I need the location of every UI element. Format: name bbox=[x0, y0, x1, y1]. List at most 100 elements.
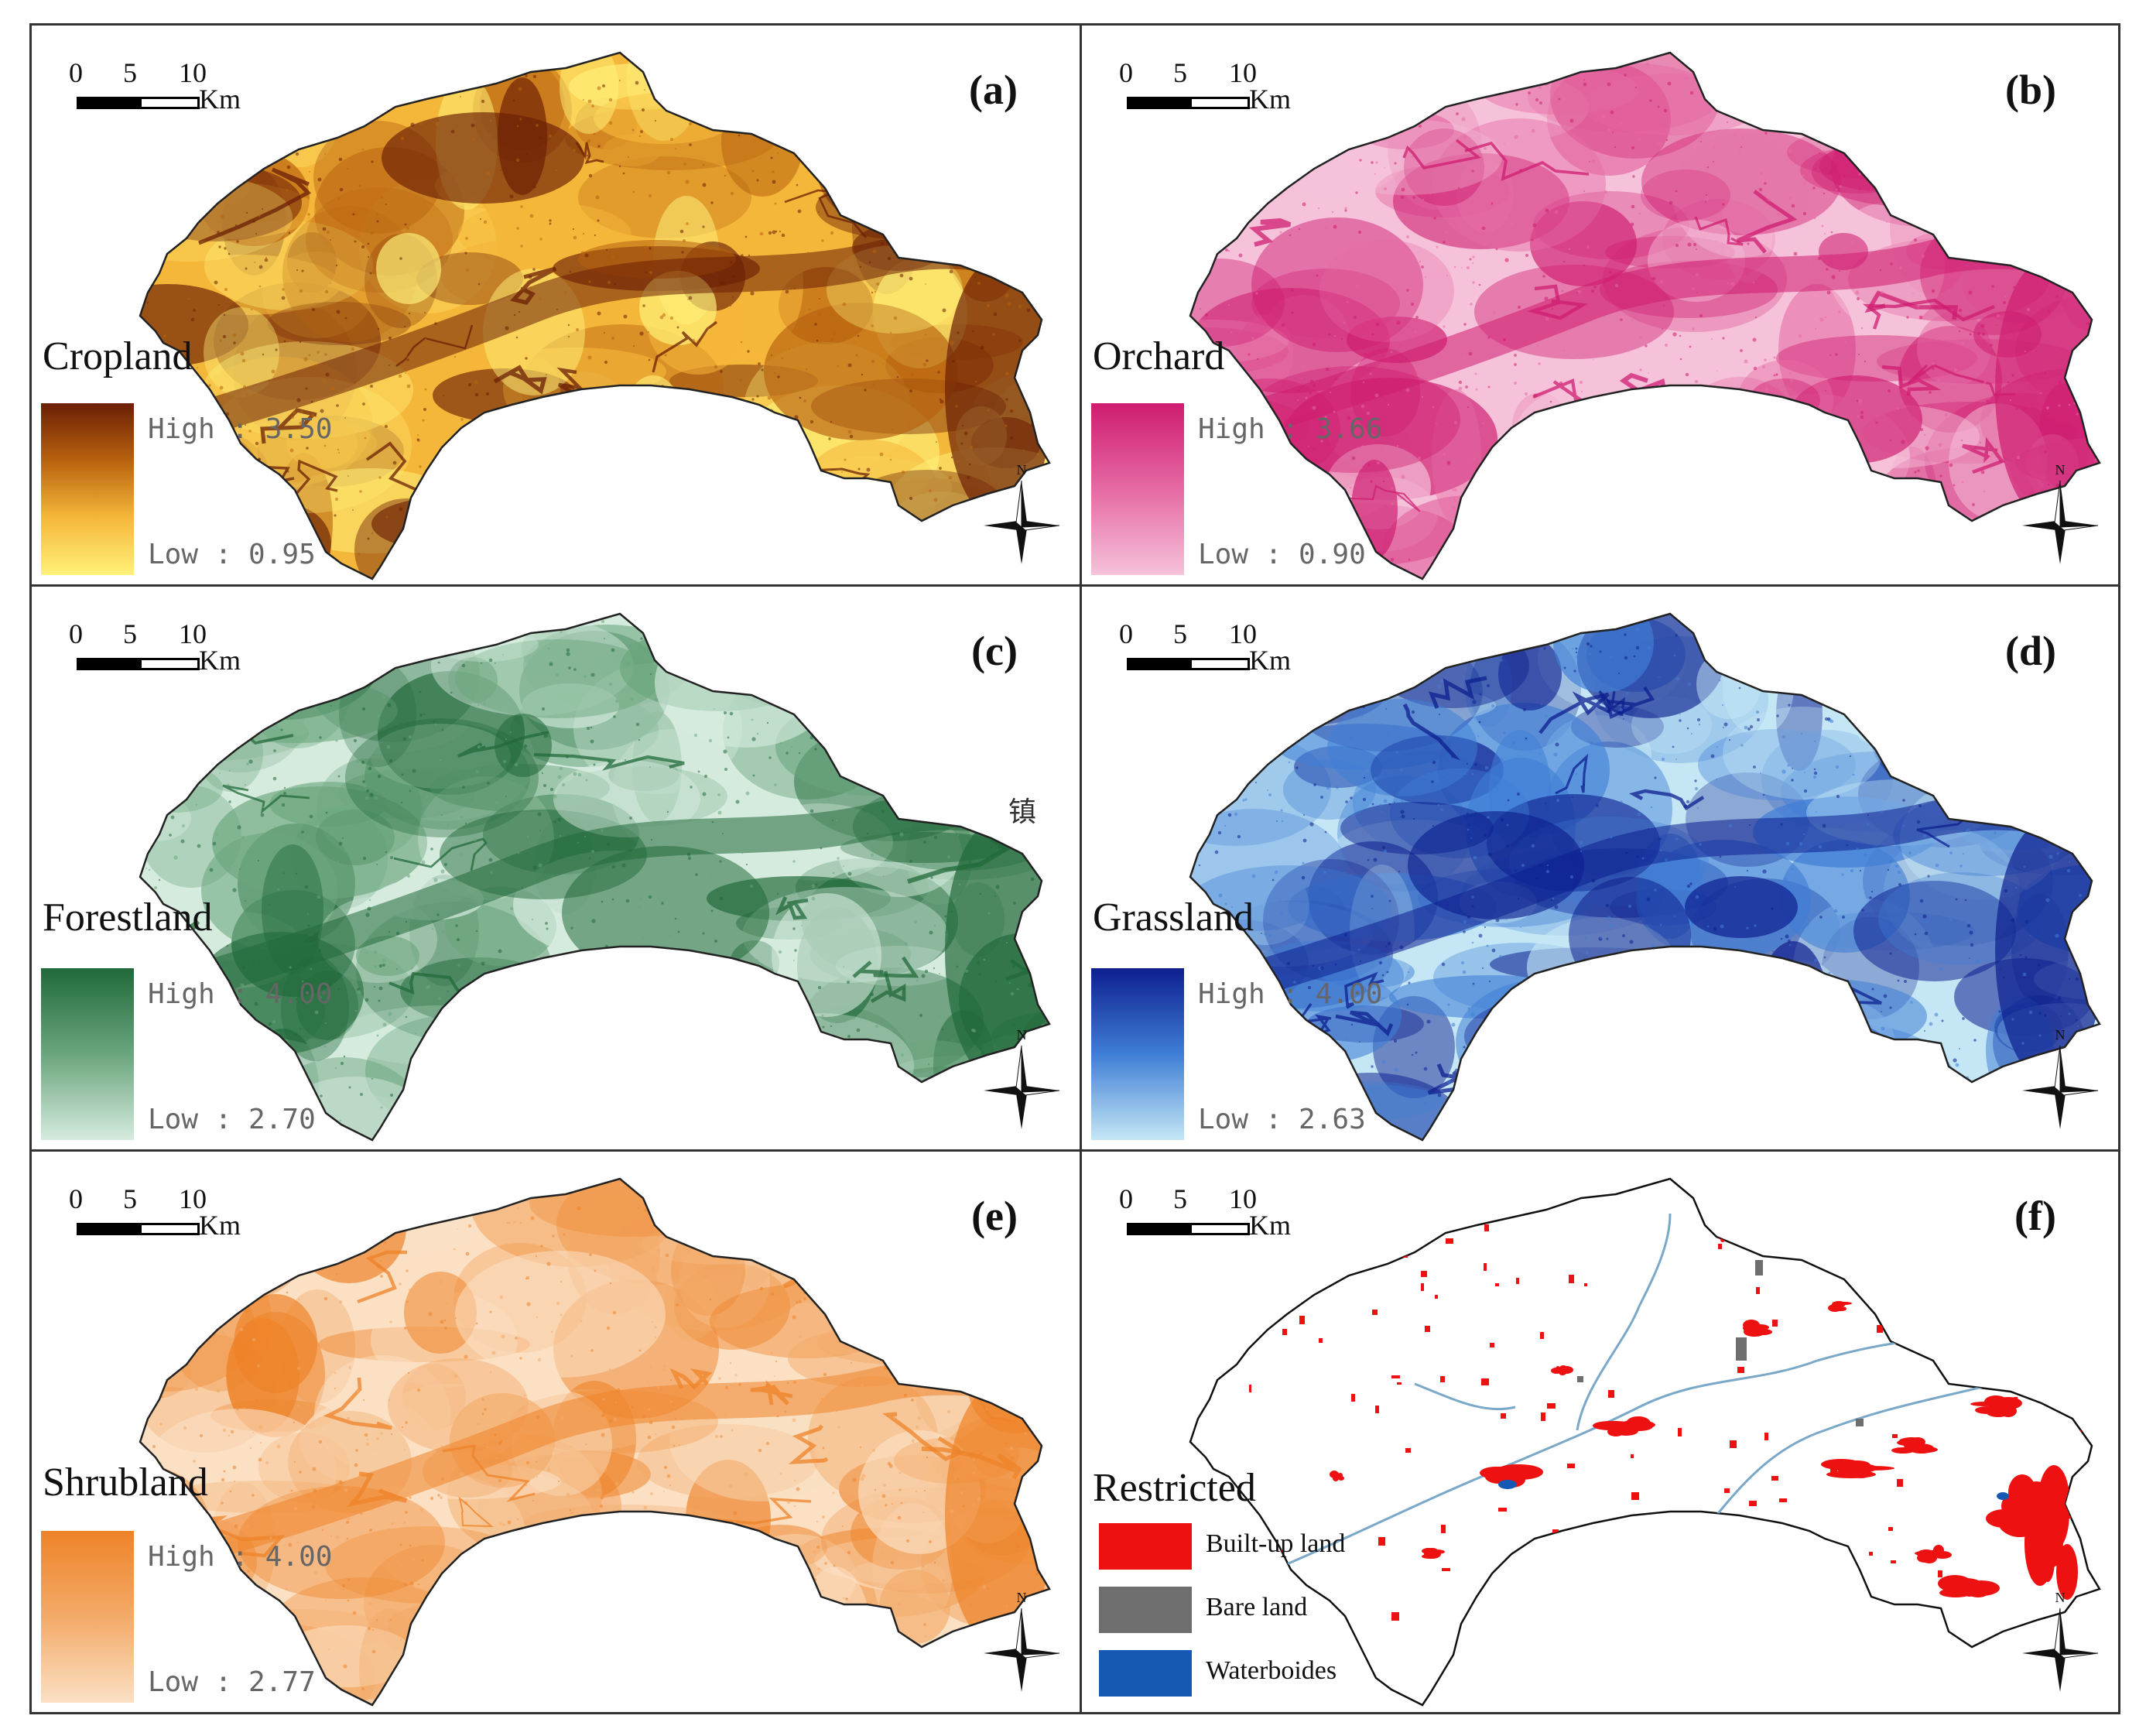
legend-color-ramp bbox=[41, 403, 134, 575]
scale-unit: Km bbox=[1249, 84, 1291, 115]
study-area-map bbox=[1189, 1177, 2101, 1707]
legend-title: Forestland bbox=[43, 895, 213, 940]
legend-title: Shrubland bbox=[43, 1460, 208, 1505]
legend-title: Restricted bbox=[1093, 1466, 1256, 1510]
north-arrow-icon: N bbox=[979, 461, 1064, 569]
study-area-map bbox=[139, 1177, 1051, 1707]
legend-high-label: High : 4.00 bbox=[1198, 978, 1383, 1010]
legend-item-label: Waterboides bbox=[1206, 1656, 1337, 1685]
scale-bar-white bbox=[139, 658, 200, 670]
legend-low-label: Low : 2.77 bbox=[148, 1666, 316, 1698]
scale-bar-black bbox=[77, 97, 142, 109]
legend-low-label: Low : 2.63 bbox=[1198, 1104, 1366, 1135]
legend-swatch bbox=[1099, 1523, 1192, 1570]
compass-north-label: N bbox=[2055, 462, 2066, 478]
scale-tick-label: 0 bbox=[1119, 618, 1133, 649]
scale-tick-label: 5 bbox=[1173, 618, 1187, 649]
scale-bar: 0 5 10 Km bbox=[1113, 1183, 1345, 1245]
legend-title: Grassland bbox=[1093, 895, 1254, 940]
legend-high-label: High : 3.66 bbox=[1198, 413, 1383, 445]
north-arrow-icon: N bbox=[2018, 1588, 2103, 1697]
scale-bar: 0 5 10 Km bbox=[63, 618, 295, 680]
scale-tick-label: 0 bbox=[69, 1183, 83, 1214]
panel-letter: (d) bbox=[2005, 628, 2056, 674]
legend-high-label: High : 4.00 bbox=[148, 1541, 333, 1573]
scale-tick-label: 5 bbox=[1173, 1183, 1187, 1214]
panel-e-shrubland: (e) 0 5 10 Km N Shrubland High : 4.00 Low : 2.77 bbox=[29, 1149, 1082, 1714]
legend-swatch bbox=[1099, 1587, 1192, 1633]
scale-tick-label: 10 bbox=[1229, 618, 1257, 649]
study-area-map bbox=[1189, 612, 2101, 1142]
scale-bar-white bbox=[139, 97, 200, 109]
study-area-boundary bbox=[139, 51, 1051, 580]
panel-b-orchard: (b) 0 5 10 Km N Orchard High : 3.66 Low : 0.90 bbox=[1080, 23, 2120, 587]
scale-bar: 0 5 10 Km bbox=[1113, 56, 1345, 118]
scale-tick-label: 0 bbox=[1119, 1183, 1133, 1214]
study-area-map bbox=[1189, 51, 2101, 580]
scale-bar-black bbox=[77, 1223, 142, 1235]
scale-tick-label: 10 bbox=[1229, 1183, 1257, 1214]
scale-bar-black bbox=[1127, 97, 1192, 109]
scale-tick-label: 10 bbox=[179, 57, 207, 88]
scale-bar: 0 5 10 Km bbox=[1113, 618, 1345, 680]
scale-tick-label: 0 bbox=[69, 57, 83, 88]
legend-low-label: Low : 0.90 bbox=[1198, 539, 1366, 570]
scale-tick-label: 10 bbox=[1229, 57, 1257, 88]
scale-bar-white bbox=[1189, 1223, 1250, 1235]
study-area-boundary bbox=[139, 1177, 1051, 1707]
north-arrow-icon: N bbox=[2018, 1026, 2103, 1134]
compass-north-label: N bbox=[1017, 462, 1027, 478]
legend-color-ramp bbox=[41, 968, 134, 1140]
legend-color-ramp bbox=[1091, 403, 1184, 575]
legend-low-label: Low : 0.95 bbox=[148, 539, 316, 570]
legend-low-label: Low : 2.70 bbox=[148, 1104, 316, 1135]
scale-unit: Km bbox=[199, 84, 241, 115]
scale-unit: Km bbox=[1249, 1210, 1291, 1241]
study-area-boundary bbox=[1189, 1177, 2101, 1707]
panel-a-cropland: (a) 0 5 10 Km N Cropland High : 3.50 Low : 0.95 bbox=[29, 23, 1082, 587]
panel-d-grassland: (d) 0 5 10 Km N Grassland High : 4.00 Low : 2.63 bbox=[1080, 584, 2120, 1152]
scale-tick-label: 5 bbox=[123, 618, 137, 649]
legend-color-ramp bbox=[41, 1531, 134, 1703]
legend-title: Cropland bbox=[43, 334, 193, 378]
scale-bar-white bbox=[1189, 658, 1250, 670]
scale-bar-white bbox=[1189, 97, 1250, 109]
compass-north-label: N bbox=[1017, 1590, 1027, 1605]
panel-c-forestland: (c) 0 5 10 Km N Forestland High : 4.00 Low : 2.7… bbox=[29, 584, 1082, 1152]
study-area-map bbox=[139, 51, 1051, 580]
panel-letter: (b) bbox=[2005, 67, 2056, 113]
scale-bar: 0 5 10 Km bbox=[63, 1183, 295, 1245]
scale-tick-label: 10 bbox=[179, 618, 207, 649]
scale-tick-label: 5 bbox=[1173, 57, 1187, 88]
legend-high-label: High : 4.00 bbox=[148, 978, 333, 1010]
scale-unit: Km bbox=[1249, 645, 1291, 676]
scale-unit: Km bbox=[199, 645, 241, 676]
map-annotation: 镇 bbox=[1008, 796, 1037, 827]
legend-color-ramp bbox=[1091, 968, 1184, 1140]
scale-tick-label: 0 bbox=[1119, 57, 1133, 88]
legend-swatch bbox=[1099, 1650, 1192, 1697]
legend-high-label: High : 3.50 bbox=[148, 413, 333, 445]
north-arrow-icon: N bbox=[979, 1026, 1064, 1134]
scale-bar-white bbox=[139, 1223, 200, 1235]
panel-letter: (e) bbox=[971, 1193, 1018, 1239]
compass-north-label: N bbox=[2055, 1590, 2066, 1605]
scale-bar: 0 5 10 Km bbox=[63, 56, 295, 118]
scale-tick-label: 10 bbox=[179, 1183, 207, 1214]
north-arrow-icon: N bbox=[979, 1588, 1064, 1697]
scale-tick-label: 5 bbox=[123, 57, 137, 88]
legend-title: Orchard bbox=[1093, 334, 1225, 378]
compass-north-label: N bbox=[1017, 1027, 1027, 1043]
panel-f-restricted: (f) 0 5 10 Km N Restricted Built-up land Bare la… bbox=[1080, 1149, 2120, 1714]
scale-tick-label: 0 bbox=[69, 618, 83, 649]
scale-bar-black bbox=[1127, 1223, 1192, 1235]
legend-item-label: Built-up land bbox=[1206, 1529, 1346, 1558]
panel-letter: (c) bbox=[971, 628, 1018, 674]
panel-letter: (a) bbox=[969, 67, 1018, 113]
scale-bar-black bbox=[77, 658, 142, 670]
study-area-boundary bbox=[139, 612, 1051, 1142]
scale-unit: Km bbox=[199, 1210, 241, 1241]
scale-bar-black bbox=[1127, 658, 1192, 670]
legend-item-label: Bare land bbox=[1206, 1593, 1308, 1621]
